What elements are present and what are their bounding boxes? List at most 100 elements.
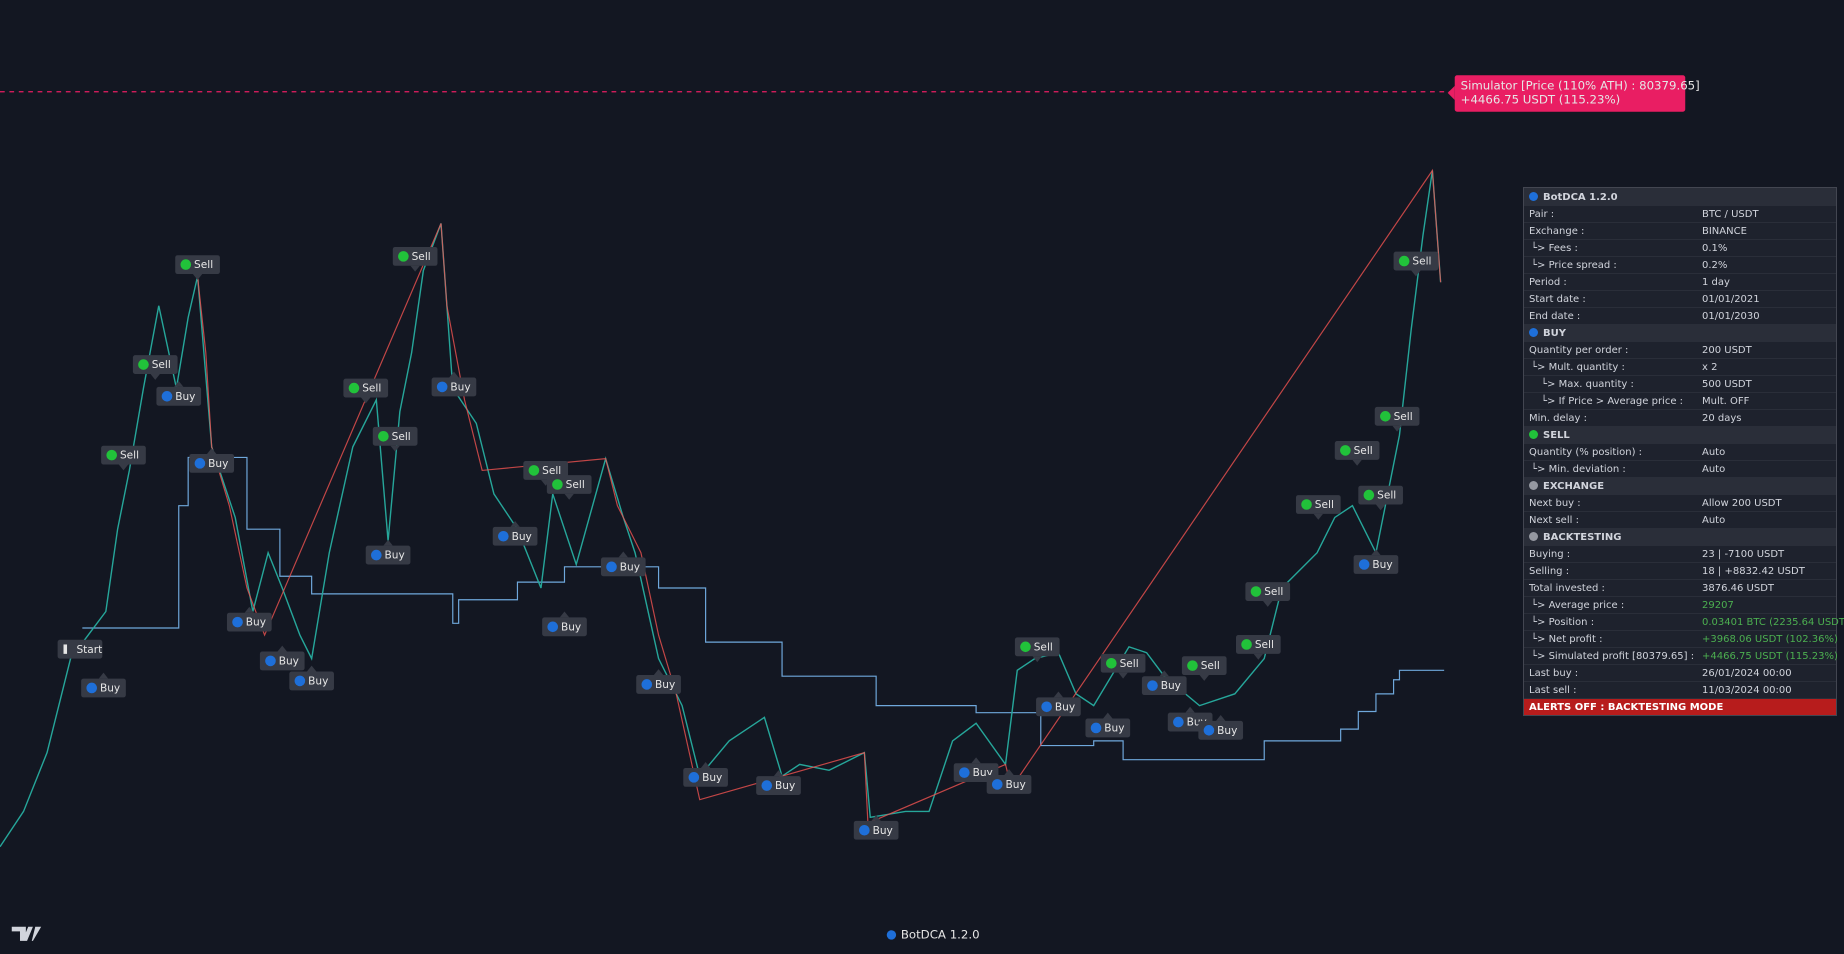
row-value: Auto <box>1702 515 1726 526</box>
label-icon <box>1358 559 1370 570</box>
label-icon <box>1173 716 1184 728</box>
label-icon <box>606 561 617 573</box>
trade-label: Buy <box>81 672 126 698</box>
row-value: 11/03/2024 00:00 <box>1702 685 1792 696</box>
panel-row: Period : 1 day <box>1524 273 1836 290</box>
label-text: Buy <box>308 676 328 688</box>
panel-row: └> Average price : 29207 <box>1524 596 1836 613</box>
section-header: EXCHANGE <box>1524 477 1836 494</box>
trade-label: Sell <box>1245 582 1291 607</box>
label-text: Sell <box>1412 256 1431 268</box>
label-pointer <box>1263 600 1273 607</box>
label-text: Buy <box>512 531 532 543</box>
panel-row: Start date : 01/01/2021 <box>1524 290 1836 307</box>
trade-label: Sell <box>101 445 146 471</box>
label-text: Buy <box>873 825 893 837</box>
trade-label: Buy <box>189 448 235 473</box>
label-text: Buy <box>655 679 675 691</box>
alert-text: ALERTS OFF : BACKTESTING MODE <box>1529 702 1724 713</box>
trade-label: Sell <box>1100 653 1146 679</box>
label-icon <box>498 530 509 542</box>
label-icon <box>528 465 540 476</box>
label-icon <box>1398 255 1410 267</box>
label-pointer <box>510 520 520 527</box>
row-value: Auto <box>1702 447 1726 458</box>
panel-row: └> Mult. quantity : x 2 <box>1524 358 1836 375</box>
label-icon <box>1041 701 1052 713</box>
label-icon <box>265 655 276 667</box>
section-title: BUY <box>1543 328 1566 339</box>
panel-row: Buying : 23 | -7100 USDT <box>1524 545 1836 562</box>
label-text: Buy <box>100 683 120 695</box>
row-label: Period : <box>1529 277 1567 288</box>
panel-row: Next sell : Auto <box>1524 511 1836 528</box>
trade-label: Buy <box>1141 670 1187 696</box>
panel-row: Quantity per order : 200 USDT <box>1524 341 1836 358</box>
price-line <box>0 170 1442 848</box>
row-label: └> Mult. quantity : <box>1531 362 1625 373</box>
label-text: Buy <box>1055 701 1075 713</box>
simulator-label: Simulator [Price (110% ATH) : 80379.65] … <box>1447 75 1700 112</box>
chart-layer: Sell Sell Sell Sell Sell Sell Sell Sell Sell Sell… <box>0 75 1700 941</box>
trade-label: Sell <box>343 378 389 404</box>
row-value: 0.2% <box>1702 260 1728 271</box>
label-text: Sell <box>566 479 585 491</box>
panel-row: └> Simulated profit [80379.65] : +4466.75… <box>1524 647 1838 664</box>
trade-label: Buy <box>259 645 305 671</box>
row-label: Min. delay : <box>1529 413 1587 424</box>
trade-label: Sell <box>392 246 438 272</box>
row-value: 29207 <box>1702 600 1734 611</box>
label-text: Sell <box>1120 658 1139 670</box>
panel-row: Min. delay : 20 days <box>1524 409 1836 426</box>
label-text: Sell <box>1201 660 1220 672</box>
panel-row: └> Position : 0.03401 BTC (2235.64 USDT) <box>1524 613 1844 630</box>
row-value: 200 USDT <box>1702 345 1752 356</box>
label-text: Buy <box>385 550 405 562</box>
trade-label: Buy <box>1085 712 1131 738</box>
section-icon <box>1529 430 1538 439</box>
panel-row: └> If Price > Average price : Mult. OFF <box>1524 392 1836 409</box>
label-pointer <box>564 493 574 500</box>
label-icon <box>371 549 382 561</box>
label-text: Sell <box>1394 411 1413 423</box>
label-pointer <box>1004 769 1014 775</box>
row-label: Last sell : <box>1529 685 1577 696</box>
panel-row: └> Min. deviation : Auto <box>1524 460 1836 477</box>
row-label: Next buy : <box>1529 498 1581 509</box>
label-icon <box>1203 725 1215 736</box>
label-pointer <box>383 539 393 546</box>
section-icon <box>1529 328 1538 337</box>
row-value: 01/01/2021 <box>1702 294 1760 305</box>
label-text: Buy <box>450 381 470 393</box>
trade-label: Buy <box>492 520 538 546</box>
label-text: Buy <box>1104 723 1124 735</box>
panel-row: Pair : BTC / USDT <box>1524 205 1836 222</box>
label-text: Buy <box>702 772 722 784</box>
row-label: End date : <box>1529 311 1581 322</box>
trade-label: Sell <box>1181 656 1227 681</box>
trade-label: Buy <box>986 769 1032 794</box>
label-text: Buy <box>620 561 640 573</box>
label-text: Sell <box>412 251 431 263</box>
label-icon <box>859 824 870 836</box>
row-label: └> Fees : <box>1531 243 1578 254</box>
row-label: Total invested : <box>1529 583 1605 594</box>
row-label: └> Net profit : <box>1531 634 1603 645</box>
label-pointer <box>1392 425 1402 432</box>
trade-label: Sell <box>1374 406 1420 432</box>
trade-label: Sell <box>1334 441 1380 466</box>
trade-label: Sell <box>546 475 592 500</box>
panel-row: Exchange : BINANCE <box>1524 222 1836 239</box>
row-label: Quantity (% position) : <box>1529 447 1643 458</box>
section-header: BACKTESTING <box>1524 528 1836 545</box>
row-value: 01/01/2030 <box>1702 311 1760 322</box>
trade-label: Buy <box>636 669 681 694</box>
alert-row: ALERTS OFF : BACKTESTING MODE <box>1524 698 1836 715</box>
trade-label: Sell <box>372 426 418 452</box>
row-value: +3968.06 USDT (102.36%) <box>1702 634 1838 645</box>
label-icon <box>991 779 1003 790</box>
panel-row: └> Net profit : +3968.06 USDT (102.36%) <box>1524 630 1838 647</box>
trade-label: Buy <box>683 762 728 787</box>
trade-label: Sell <box>1358 485 1403 511</box>
row-value: Mult. OFF <box>1702 396 1750 407</box>
